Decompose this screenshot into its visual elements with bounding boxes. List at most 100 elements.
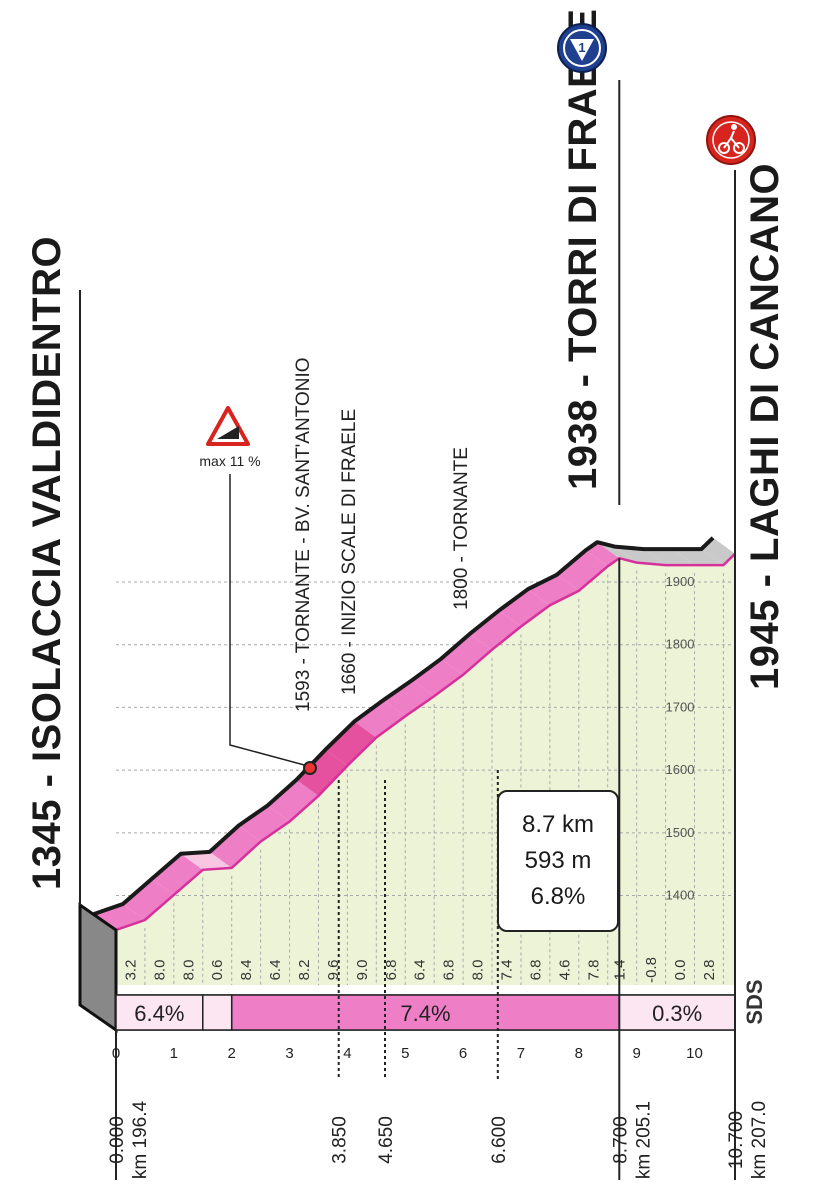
summit-badge-number: 1 xyxy=(578,40,585,55)
profile-area xyxy=(116,553,735,985)
x-tick-label: 2 xyxy=(228,1045,236,1062)
ridge-segment xyxy=(585,542,620,567)
ridge-segment xyxy=(412,658,464,697)
ridge-segment xyxy=(701,537,735,566)
segment-gradient-label: 8.0 xyxy=(470,960,487,981)
max-gradient-marker xyxy=(303,761,317,775)
ridge-segment xyxy=(180,851,232,870)
segment-gradient-label: -0.8 xyxy=(643,957,660,983)
y-tick-label: 1500 xyxy=(666,825,695,840)
x-tick-label: 10 xyxy=(686,1045,703,1062)
gradient-sections: 6.4% 7.4% 0.3% xyxy=(115,994,736,1031)
max-gradient-warning-icon xyxy=(206,406,250,446)
y-tick-label: 1700 xyxy=(666,699,695,714)
y-tick-label: 1800 xyxy=(666,637,695,652)
distance-marker-label: 0.000 xyxy=(107,1116,128,1164)
finish-cyclist-icon xyxy=(706,115,756,165)
location-label-start: 1345 - ISOLACCIA VALDIDENTRO xyxy=(25,236,69,890)
profile-ridge xyxy=(78,536,736,1033)
segment-gradient-label: 8.4 xyxy=(238,960,255,981)
ridge-segment xyxy=(441,633,493,675)
summary-length: 8.7 km xyxy=(521,811,595,838)
distance-marker-label: 3.850 xyxy=(330,1116,351,1164)
location-altitude: 1945 xyxy=(743,599,787,690)
x-tick-label: 9 xyxy=(632,1045,640,1062)
section-bar xyxy=(230,994,621,1031)
x-tick-label: 4 xyxy=(343,1045,351,1062)
x-tick-label: 7 xyxy=(517,1045,525,1062)
segment-gradient-label: 9.0 xyxy=(354,960,371,981)
segment-gradient-label: 7.8 xyxy=(585,960,602,981)
ridge-segment xyxy=(151,853,203,895)
segment-gradient-label: 0.6 xyxy=(209,960,226,981)
segment-gradient-label: 8.0 xyxy=(151,960,168,981)
segment-gradient-label: 2.8 xyxy=(701,960,718,981)
location-name: ISOLACCIA VALDIDENTRO xyxy=(25,236,69,762)
section-bar-label: 6.4% xyxy=(134,1001,184,1026)
section-bar-label: 0.3% xyxy=(652,1001,702,1026)
segment-gradient-label: 6.8 xyxy=(441,960,458,981)
segment-gradient-label: 8.0 xyxy=(180,960,197,981)
segment-gradient-label: 0.0 xyxy=(672,960,689,981)
summit-badge-icon: 1 xyxy=(557,23,607,73)
section-bar-label: 7.4% xyxy=(400,1001,450,1026)
climb-summary-box: 8.7 km 593 m 6.8% xyxy=(497,790,619,932)
ridge-segment xyxy=(296,749,348,796)
ridge-segment xyxy=(383,680,435,717)
distance-marker-label: 8.700 xyxy=(610,1116,631,1164)
surface-label: SDS xyxy=(742,979,767,1024)
ridge-segment xyxy=(267,779,319,822)
ground-fill xyxy=(116,553,735,985)
segment-gradient-label: 6.4 xyxy=(412,960,429,981)
location-labels: 1345 - ISOLACCIA VALDIDENTRO 1938 - TORRI… xyxy=(25,9,787,905)
ridge-segment xyxy=(556,550,608,591)
x-tick-label: 8 xyxy=(575,1045,583,1062)
segment-gradient-label: 9.6 xyxy=(325,960,342,981)
race-km-label: km 205.1 xyxy=(633,1101,654,1179)
segment-gradients: 3.2 8.0 8.0 0.6 8.4 6.4 8.2 9.6 9.0 6.8 6.4 6.8 8.0 7… xyxy=(122,957,718,983)
x-tick-label: 3 xyxy=(285,1045,293,1062)
y-tick-label: 1900 xyxy=(666,574,695,589)
y-tick-label: 1600 xyxy=(666,762,695,777)
summary-average: 6.8% xyxy=(530,883,586,910)
ridge-segment xyxy=(470,610,521,650)
x-tick-label: 6 xyxy=(459,1045,467,1062)
location-label-finish: 1945 - LAGHI DI CANCANO xyxy=(743,163,787,690)
ridge-segment xyxy=(209,825,261,868)
section-bar xyxy=(115,994,204,1031)
ridge-segment xyxy=(354,700,406,738)
waypoint-label: 1660 - INIZIO SCALE DI FRAELE xyxy=(339,409,360,695)
segment-gradient-label: 4.6 xyxy=(556,960,573,981)
x-tick-label: 5 xyxy=(401,1045,409,1062)
summary-gain: 593 m xyxy=(524,847,592,874)
x-axis: 0 1 2 3 4 5 6 7 8 9 10 0.000 km 196.4 3.850 4.650 6.600… xyxy=(107,80,770,1180)
location-altitude: 1345 xyxy=(25,799,69,890)
y-tick-label: 1400 xyxy=(666,888,695,903)
segment-gradient-label: 6.4 xyxy=(267,960,284,981)
distance-marker-label: 6.600 xyxy=(489,1116,510,1164)
waypoints: 1593 - TORNANTE - BV. SANT'ANTONIO 1660 -… xyxy=(293,357,472,712)
segment-gradient-label: 6.8 xyxy=(527,960,544,981)
ridge-segment xyxy=(643,549,695,566)
ridge-segment xyxy=(527,574,579,606)
distance-marker-label: 4.650 xyxy=(376,1116,397,1164)
segment-gradient-label: 3.2 xyxy=(122,960,139,981)
ridge-segment xyxy=(672,549,724,566)
profile-top-edge xyxy=(93,536,715,916)
location-label-summit: 1938 - TORRI DI FRAELE xyxy=(561,9,605,490)
max-gradient-label: max 11 % xyxy=(199,453,260,469)
segment-gradient-label: 6.8 xyxy=(383,960,400,981)
profile-line xyxy=(115,552,736,932)
distance-marker-label: 10.700 xyxy=(726,1111,747,1169)
race-km-label: km 196.4 xyxy=(130,1100,151,1179)
ridge-segment xyxy=(597,542,637,563)
ridge-segment xyxy=(238,805,290,842)
waypoint-label: 1800 - TORNANTE xyxy=(451,447,472,610)
y-axis-ticks: 1400 1500 1600 1700 1800 1900 xyxy=(666,574,695,903)
x-tick-label: 0 xyxy=(112,1045,120,1062)
race-km-label: km 207.0 xyxy=(749,1101,770,1179)
max-gradient-pointer xyxy=(229,474,309,767)
x-tick-label: 1 xyxy=(170,1045,178,1062)
location-name: LAGHI DI CANCANO xyxy=(743,163,787,562)
